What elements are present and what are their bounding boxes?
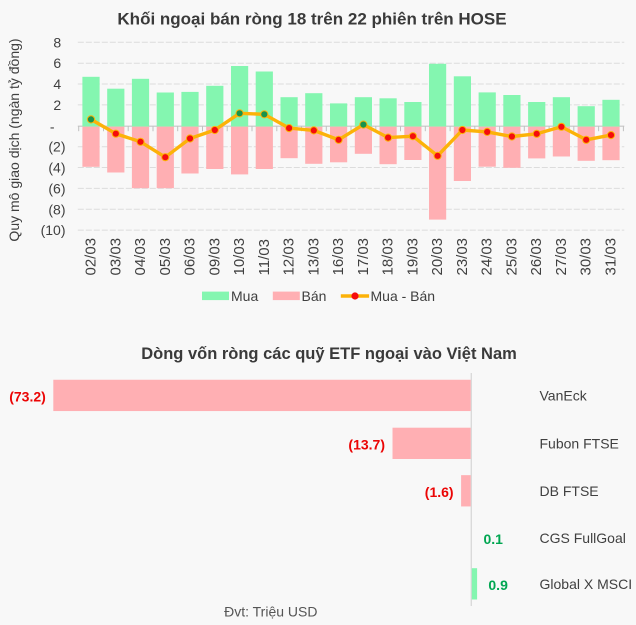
svg-text:03/03: 03/03: [107, 238, 124, 276]
svg-text:VanEck: VanEck: [540, 387, 588, 403]
svg-text:16/03: 16/03: [330, 238, 347, 276]
svg-text:10/03: 10/03: [231, 238, 248, 276]
svg-text:09/03: 09/03: [206, 238, 223, 276]
svg-text:04/03: 04/03: [132, 238, 149, 276]
svg-text:(1.6): (1.6): [425, 484, 454, 500]
svg-text:(8): (8): [48, 201, 65, 217]
svg-text:2: 2: [53, 97, 61, 113]
svg-text:02/03: 02/03: [83, 238, 100, 276]
svg-text:12/03: 12/03: [281, 238, 298, 276]
svg-text:19/03: 19/03: [404, 238, 421, 276]
svg-text:Quy mô giao dịch (ngàn tỷ đồng: Quy mô giao dịch (ngàn tỷ đồng): [6, 38, 22, 241]
svg-text:(73.2): (73.2): [9, 389, 46, 405]
svg-text:20/03: 20/03: [429, 238, 446, 276]
svg-text:Mua: Mua: [231, 288, 258, 304]
svg-text:18/03: 18/03: [380, 238, 397, 276]
svg-text:(6): (6): [48, 180, 65, 196]
svg-text:31/03: 31/03: [603, 238, 620, 276]
svg-text:(4): (4): [48, 160, 65, 176]
svg-text:06/03: 06/03: [182, 238, 199, 276]
svg-text:11/03: 11/03: [256, 239, 273, 275]
svg-text:8: 8: [53, 34, 61, 50]
svg-text:Dòng vốn ròng các quỹ ETF ngoạ: Dòng vốn ròng các quỹ ETF ngoại vào Việt…: [141, 345, 517, 363]
svg-text:Bán: Bán: [302, 288, 327, 304]
svg-text:(13.7): (13.7): [348, 437, 385, 453]
svg-text:24/03: 24/03: [479, 238, 496, 276]
svg-text:DB FTSE: DB FTSE: [540, 483, 599, 499]
svg-text:30/03: 30/03: [578, 238, 595, 276]
svg-text:05/03: 05/03: [157, 238, 174, 276]
svg-text:0.1: 0.1: [484, 531, 504, 547]
svg-text:Khối ngoại bán ròng 18 trên 22: Khối ngoại bán ròng 18 trên 22 phiên trê…: [117, 10, 506, 29]
svg-text:6: 6: [53, 55, 61, 71]
svg-text:(10): (10): [41, 222, 66, 238]
svg-text:(2): (2): [48, 139, 65, 155]
svg-text:0.9: 0.9: [488, 577, 508, 593]
svg-text:Đvt: Triệu USD: Đvt: Triệu USD: [224, 604, 317, 620]
svg-text:26/03: 26/03: [528, 238, 545, 276]
svg-text:25/03: 25/03: [503, 238, 520, 276]
svg-text:27/03: 27/03: [553, 238, 570, 276]
svg-text:13/03: 13/03: [305, 238, 322, 276]
svg-text:Fubon FTSE: Fubon FTSE: [540, 435, 619, 451]
svg-text:23/03: 23/03: [454, 238, 471, 276]
svg-text:Global X MSCI: Global X MSCI: [540, 576, 633, 592]
svg-text:-: -: [50, 118, 55, 134]
svg-text:Mua - Bán: Mua - Bán: [371, 288, 436, 304]
svg-text:CGS FullGoal: CGS FullGoal: [540, 530, 626, 546]
svg-text:4: 4: [53, 76, 61, 92]
svg-text:17/03: 17/03: [355, 238, 372, 276]
